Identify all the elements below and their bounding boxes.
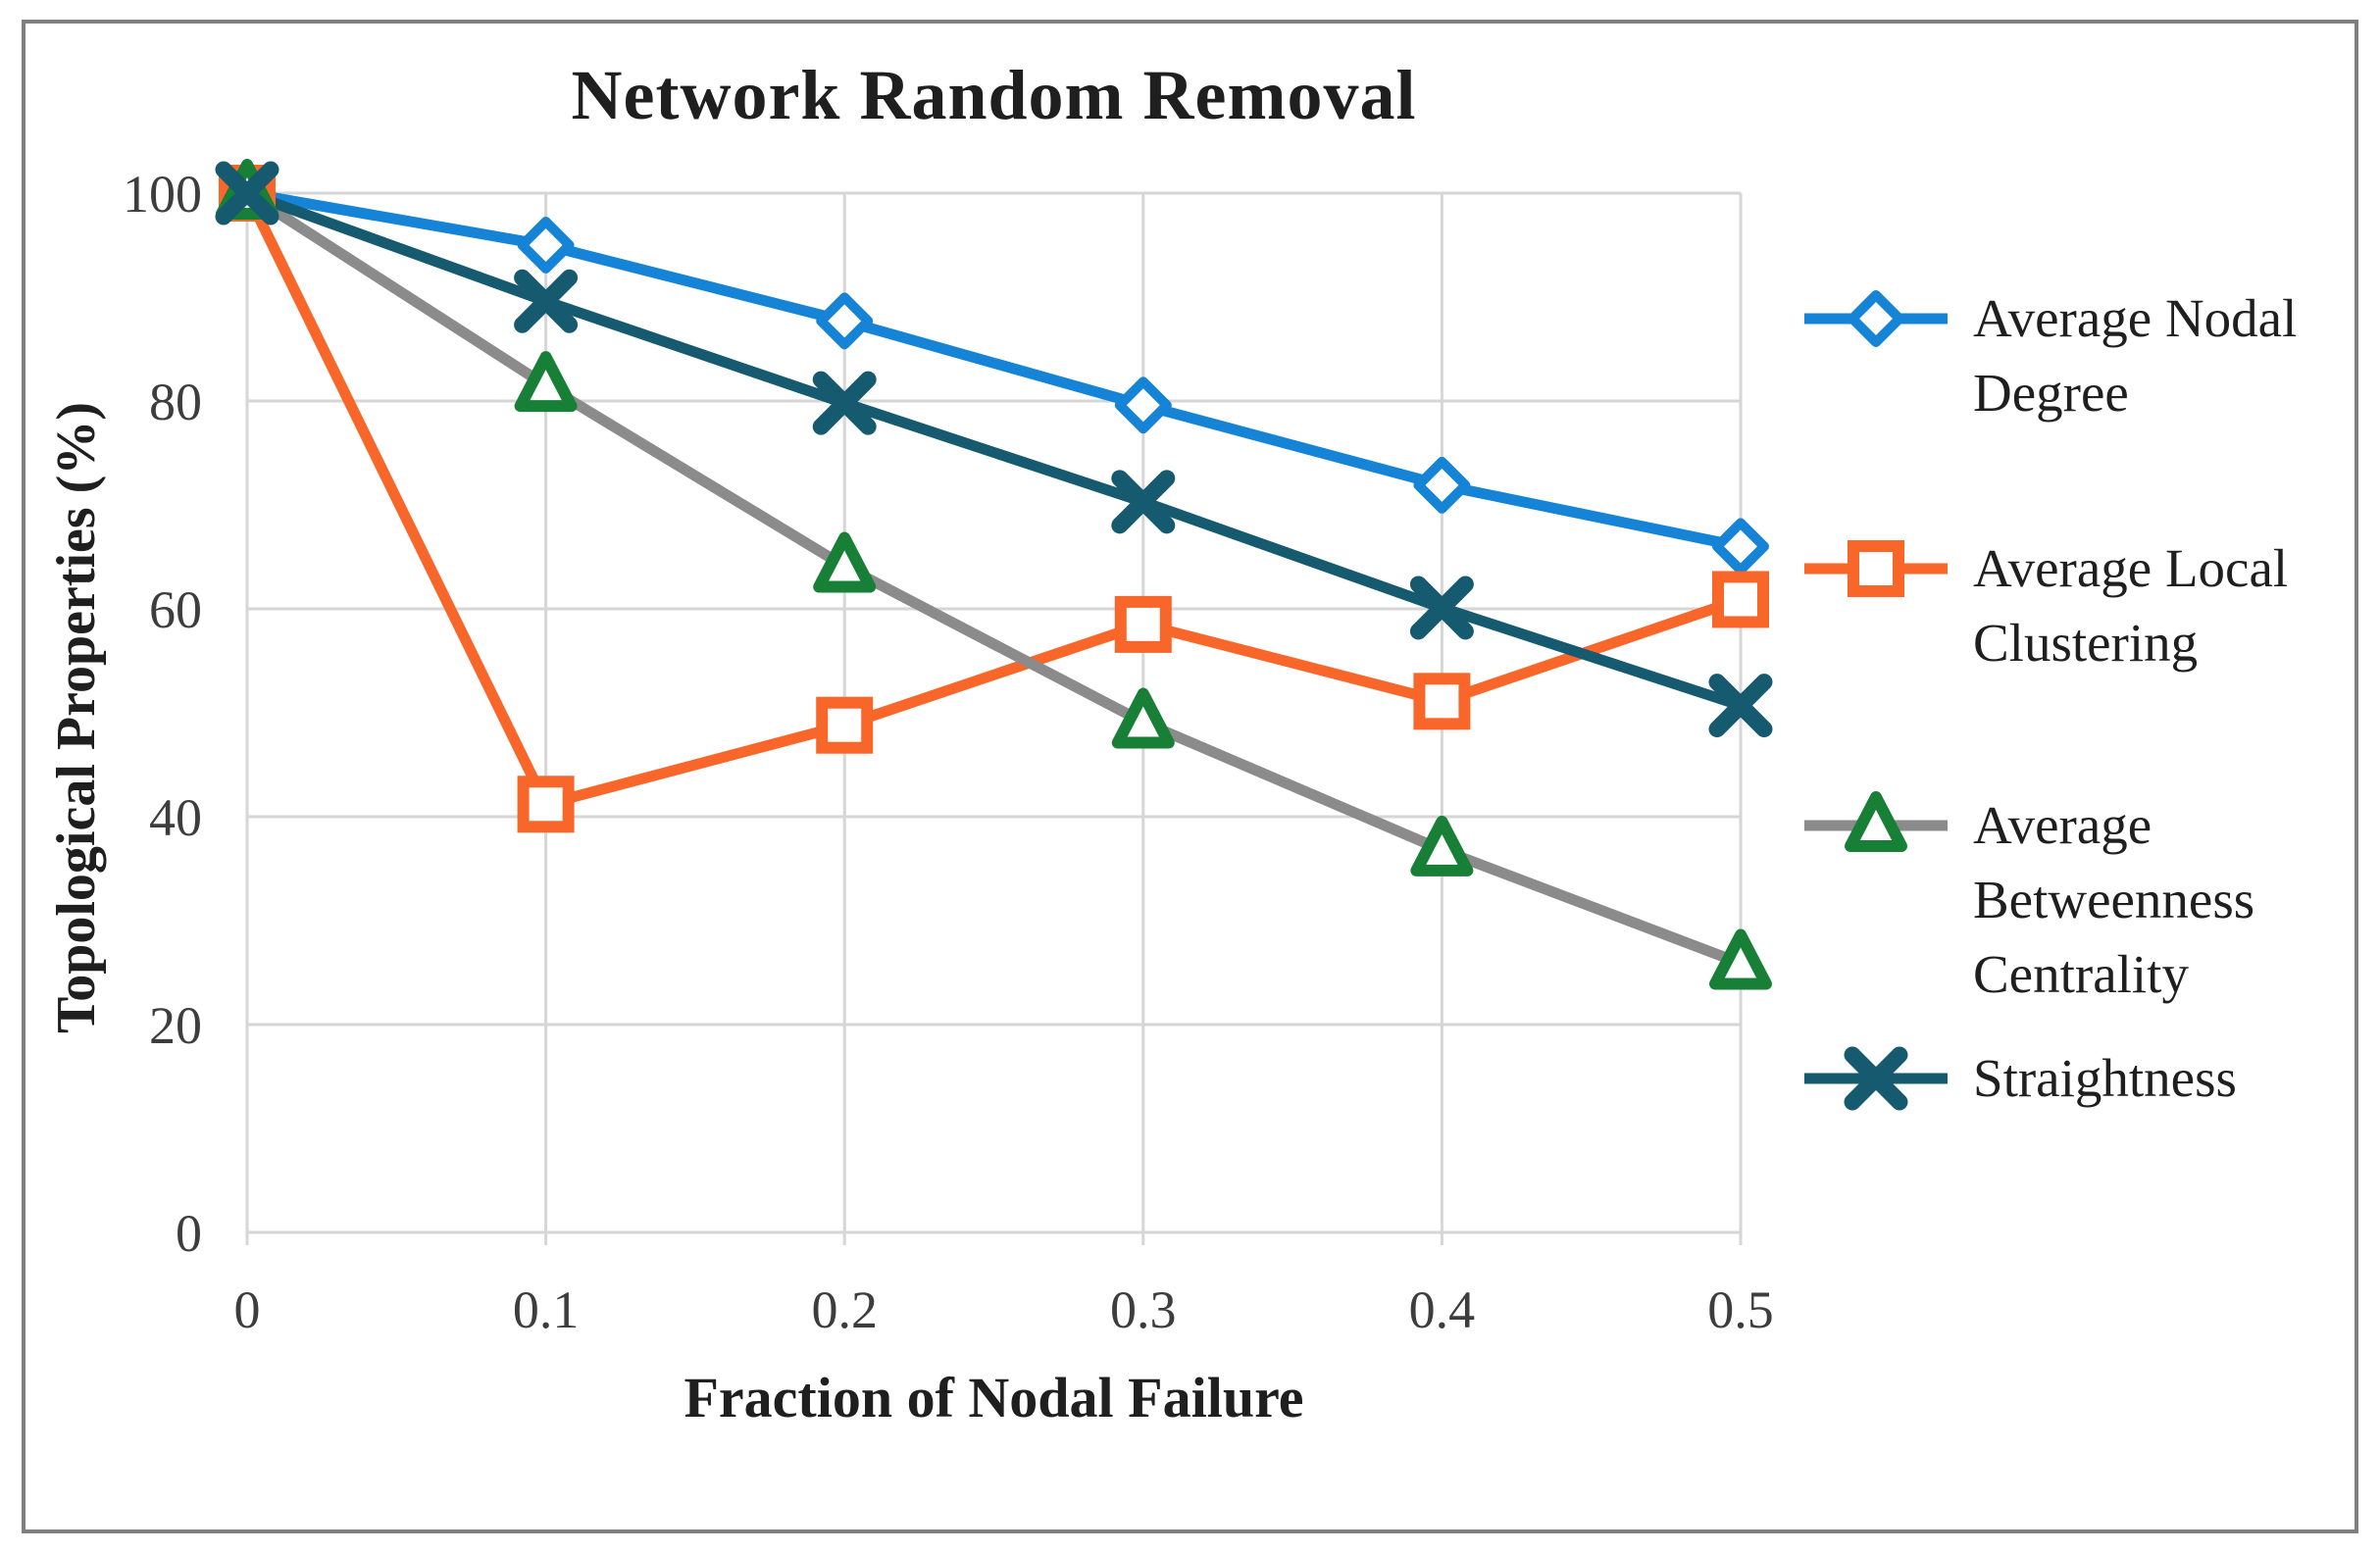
marker-triangle-2 (1410, 815, 1474, 877)
series-line-0 (246, 187, 1743, 552)
series-line-3 (245, 187, 1743, 711)
legend-x-icon (1804, 1046, 1948, 1111)
legend-item-2: Average Betweenness Centrality (1802, 788, 2346, 1012)
marker-x-3 (1111, 470, 1176, 534)
legend-diamond-icon (1804, 290, 1948, 347)
marker-triangle-2 (813, 531, 877, 593)
series-line-1 (242, 190, 1743, 810)
marker-x-3 (812, 371, 877, 435)
legend-item-0: Average Nodal Degree (1802, 281, 2346, 430)
marker-triangle-2 (1111, 687, 1175, 749)
marker-x-3 (514, 269, 579, 333)
legend-item-1: Average Local Clustering (1802, 531, 2346, 680)
x-tick-label: 0.3 (1110, 1280, 1177, 1339)
series-markers (215, 159, 1773, 990)
x-tick-label: 0.1 (513, 1280, 580, 1339)
legend-label: Straightness (1973, 1048, 2237, 1108)
legend-marker-square (1848, 540, 1904, 597)
marker-square-1 (816, 696, 874, 754)
legend-label: Average Nodal Degree (1973, 288, 2298, 423)
y-axis-title: Topological Properties (%) (46, 402, 107, 1033)
series-line-2 (244, 188, 1743, 969)
y-tick-label: 40 (149, 788, 202, 847)
marker-square-1 (517, 776, 575, 833)
chart-title: Network Random Removal (571, 56, 1417, 134)
chart-legend: Average Nodal Degree Average Local Cluste… (1802, 0, 2352, 1553)
legend-marker-triangle (1845, 791, 1907, 852)
legend-triangle-icon (1804, 791, 1948, 852)
legend-marker-x (1844, 1046, 1908, 1111)
marker-x-3 (1708, 674, 1773, 738)
y-tick-label: 20 (149, 996, 202, 1055)
legend-item-3: Straightness (1802, 1041, 2346, 1116)
marker-triangle-2 (514, 351, 578, 413)
x-tick-label: 0.4 (1409, 1280, 1476, 1339)
x-tick-label: 0.2 (811, 1280, 878, 1339)
x-tick-label: 0.5 (1707, 1280, 1774, 1339)
marker-square-1 (1114, 595, 1172, 653)
marker-x-3 (1409, 576, 1474, 640)
legend-marker-diamond (1848, 290, 1904, 347)
y-tick-label: 60 (149, 580, 202, 639)
x-axis-title: Fraction of Nodal Failure (684, 1366, 1304, 1429)
marker-diamond-0 (1413, 456, 1471, 514)
marker-diamond-0 (1114, 376, 1172, 434)
legend-label: Average Betweenness Centrality (1973, 795, 2255, 1004)
legend-label: Average Local Clustering (1973, 538, 2289, 673)
marker-diamond-0 (816, 292, 874, 350)
x-tick-label: 0 (234, 1280, 261, 1339)
marker-square-1 (1712, 571, 1769, 628)
y-tick-label: 100 (123, 165, 202, 224)
marker-triangle-2 (1709, 928, 1772, 990)
marker-diamond-0 (1712, 518, 1769, 576)
y-tick-label: 0 (176, 1204, 202, 1263)
marker-diamond-0 (517, 217, 575, 274)
gridlines (245, 191, 1743, 1245)
series-lines (242, 187, 1743, 969)
y-tick-label: 80 (149, 373, 202, 431)
marker-square-1 (1413, 673, 1471, 730)
legend-square-icon (1804, 540, 1948, 597)
tick-labels: 0 0.1 0.2 0.3 0.4 0.5 0 20 40 60 80 100 (123, 165, 1774, 1339)
marker-x-3 (215, 161, 279, 225)
